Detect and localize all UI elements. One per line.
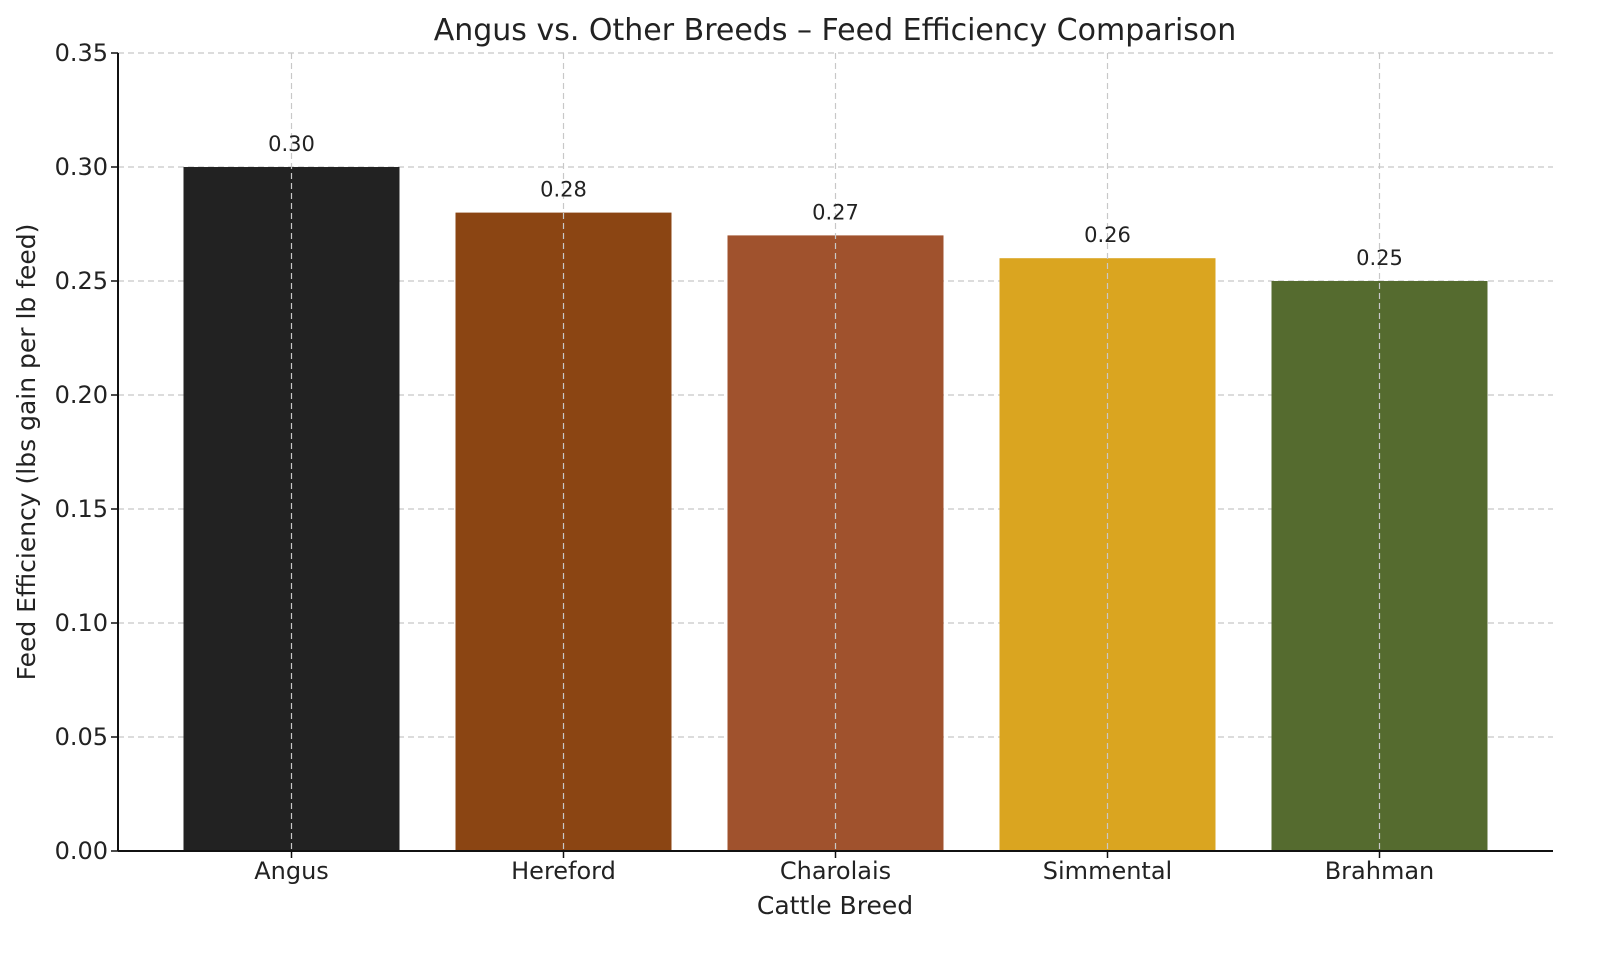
data-label: 0.27: [812, 200, 859, 224]
x-tick-label: Charolais: [780, 857, 891, 885]
y-tick-label: 0.10: [55, 609, 108, 637]
axes-layer: [111, 52, 1553, 858]
y-tick-label: 0.20: [55, 381, 108, 409]
x-tick-label: Simmental: [1043, 857, 1172, 885]
data-label: 0.26: [1084, 223, 1131, 247]
y-tick-label: 0.35: [55, 39, 108, 67]
x-axis-title: Cattle Breed: [757, 891, 913, 920]
labels-layer: 0.00 0.05 0.10 0.15 0.20 0.25 0.30 0.35 Angus Her…: [55, 39, 1435, 885]
y-tick-label: 0.00: [55, 837, 108, 865]
data-label: 0.28: [540, 178, 587, 202]
x-tick-label: Brahman: [1325, 857, 1435, 885]
y-tick-label: 0.15: [55, 495, 108, 523]
data-label: 0.25: [1356, 246, 1403, 270]
x-tick-label: Angus: [254, 857, 329, 885]
y-tick-label: 0.05: [55, 723, 108, 751]
y-axis-title: Feed Efficiency (lbs gain per lb feed): [12, 224, 41, 681]
y-tick-label: 0.30: [55, 153, 108, 181]
x-tick-label: Hereford: [511, 857, 616, 885]
data-label: 0.30: [268, 132, 315, 156]
y-tick-label: 0.25: [55, 267, 108, 295]
chart-title: Angus vs. Other Breeds – Feed Efficiency…: [434, 13, 1237, 48]
